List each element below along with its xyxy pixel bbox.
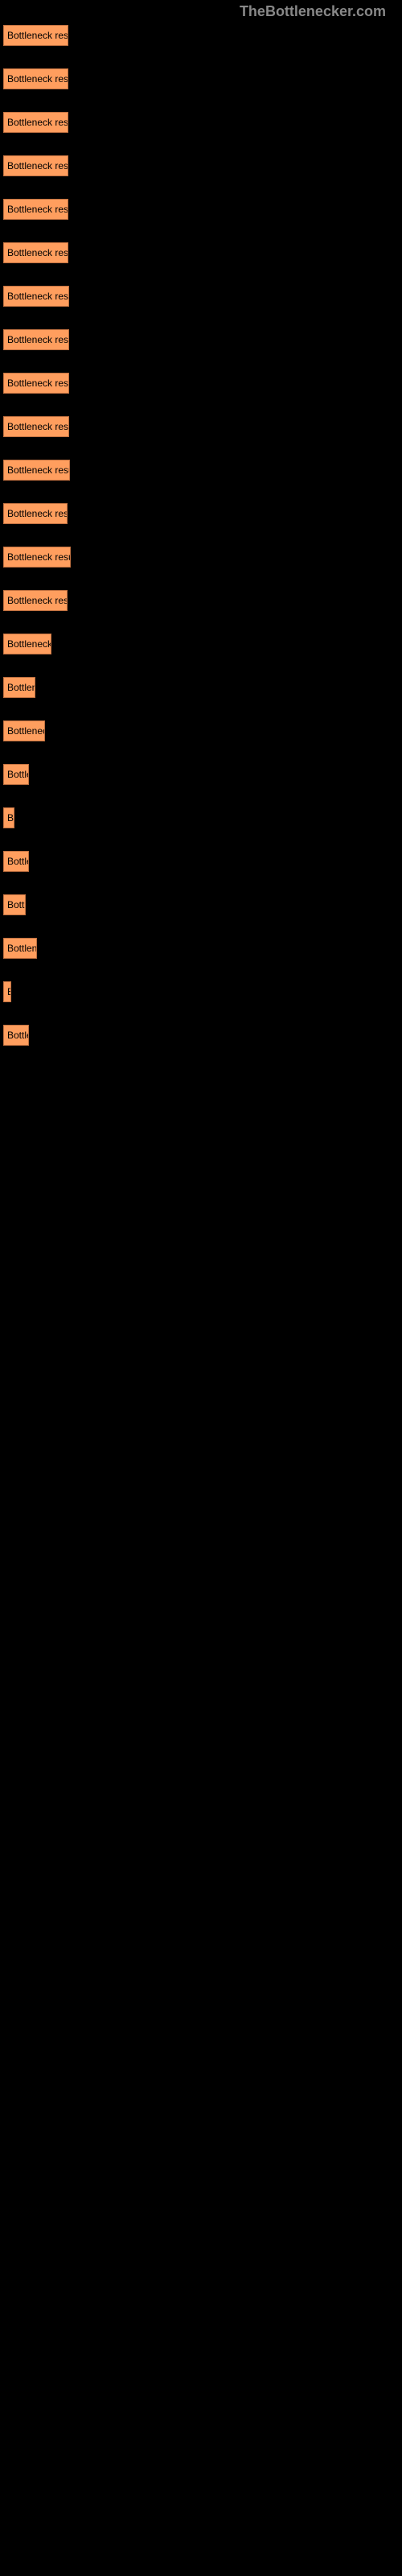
chart-bar: Bottleneck result xyxy=(3,460,70,481)
chart-bar: Bottlene xyxy=(3,677,35,698)
bar-row: Bottleneck r xyxy=(3,634,402,654)
bar-row: Bottleneck xyxy=(3,720,402,741)
bar-label: Bottleneck result xyxy=(7,247,68,258)
site-logo-text: TheBottlenecker.com xyxy=(240,3,386,19)
bar-row: Bottleneck result xyxy=(3,373,402,394)
bar-label: Bottleneck result xyxy=(7,508,68,519)
bar-label: Bottleneck result xyxy=(7,378,69,389)
bar-label: Bottlene xyxy=(7,943,37,954)
bar-row: Bottlene xyxy=(3,938,402,959)
bar-row: Bottle xyxy=(3,851,402,872)
bar-label: Bottleneck result xyxy=(7,595,68,606)
bar-row: Bottle xyxy=(3,1025,402,1046)
chart-bar: Bottleneck result xyxy=(3,590,68,611)
bar-label: Bottleneck result xyxy=(7,421,69,432)
bar-label: Bottleneck result xyxy=(7,334,69,345)
bar-label: Bottle xyxy=(7,856,29,867)
bar-row: Bottleneck result xyxy=(3,503,402,524)
chart-bar: Bottleneck result xyxy=(3,155,68,176)
chart-bar: Bottle xyxy=(3,1025,29,1046)
chart-bar: Bottleneck result xyxy=(3,503,68,524)
bar-label: Bottleneck xyxy=(7,725,45,737)
bar-row: Bottleneck result xyxy=(3,547,402,568)
bar-row: Bottl xyxy=(3,894,402,915)
chart-bar: Bottl xyxy=(3,894,26,915)
bar-label: Bottleneck result xyxy=(7,30,68,41)
bar-chart: Bottleneck result Bottleneck result Bottle… xyxy=(0,22,402,1046)
bar-label: Bottle xyxy=(7,1030,29,1041)
bar-row: Bottle xyxy=(3,764,402,785)
chart-bar: Bottle xyxy=(3,764,29,785)
bar-label: B xyxy=(7,986,11,997)
chart-bar: Bottleneck result xyxy=(3,25,68,46)
bar-row: Bottleneck result xyxy=(3,460,402,481)
bar-row: Bottleneck result xyxy=(3,68,402,89)
bar-label: Bottleneck result xyxy=(7,464,70,476)
bar-row: Bottleneck result xyxy=(3,155,402,176)
bar-label: Bottle xyxy=(7,769,29,780)
chart-bar: Bottlene xyxy=(3,938,37,959)
bar-row: Bottlene xyxy=(3,677,402,698)
bar-label: Bo xyxy=(7,812,14,824)
chart-bar: Bottleneck result xyxy=(3,199,68,220)
bar-label: Bottleneck result xyxy=(7,117,68,128)
bar-label: Bottl xyxy=(7,899,26,910)
bar-label: Bottleneck result xyxy=(7,73,68,85)
chart-bar: Bottleneck result xyxy=(3,547,71,568)
chart-bar: Bottleneck result xyxy=(3,68,68,89)
chart-bar: Bottleneck result xyxy=(3,416,69,437)
bar-row: Bottleneck result xyxy=(3,112,402,133)
bar-row: Bottleneck result xyxy=(3,25,402,46)
chart-bar: Bottleneck result xyxy=(3,286,69,307)
chart-bar: Bo xyxy=(3,807,14,828)
bar-row: Bottleneck result xyxy=(3,590,402,611)
bar-label: Bottleneck result xyxy=(7,160,68,171)
chart-bar: Bottleneck xyxy=(3,720,45,741)
header: TheBottlenecker.com xyxy=(0,0,402,22)
chart-bar: Bottleneck r xyxy=(3,634,51,654)
bar-row: Bottleneck result xyxy=(3,416,402,437)
bar-row: Bottleneck result xyxy=(3,242,402,263)
bar-row: Bo xyxy=(3,807,402,828)
chart-bar: Bottle xyxy=(3,851,29,872)
bar-row: Bottleneck result xyxy=(3,329,402,350)
chart-bar: Bottleneck result xyxy=(3,242,68,263)
bar-label: Bottleneck r xyxy=(7,638,51,650)
chart-bar: Bottleneck result xyxy=(3,329,69,350)
bar-row: Bottleneck result xyxy=(3,199,402,220)
chart-bar: Bottleneck result xyxy=(3,112,68,133)
bar-row: Bottleneck result xyxy=(3,286,402,307)
bar-label: Bottleneck result xyxy=(7,551,71,563)
chart-bar: Bottleneck result xyxy=(3,373,69,394)
bar-row: B xyxy=(3,981,402,1002)
bar-label: Bottleneck result xyxy=(7,291,69,302)
chart-bar: B xyxy=(3,981,11,1002)
bar-label: Bottlene xyxy=(7,682,35,693)
bar-label: Bottleneck result xyxy=(7,204,68,215)
